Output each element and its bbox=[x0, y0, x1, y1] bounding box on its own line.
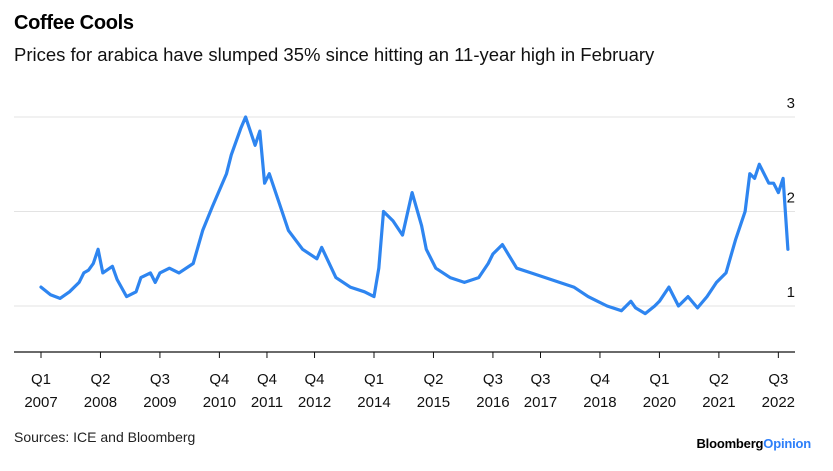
x-tick-year: 2009 bbox=[143, 394, 176, 411]
chart-subtitle: Prices for arabica have slumped 35% sinc… bbox=[14, 44, 655, 65]
x-tick-year: 2012 bbox=[298, 394, 331, 411]
x-tick-quarter: Q3 bbox=[150, 371, 170, 388]
x-tick-year: 2015 bbox=[417, 394, 450, 411]
brand-suffix: Opinion bbox=[763, 436, 811, 451]
line-chart: 1 2 3 Q1 2007 Q2 2008 Q3 2009 Q4 2010 Q4 2011 Q4 2012 Q… bbox=[14, 95, 795, 411]
x-tick-year: 2011 bbox=[251, 394, 283, 411]
x-tick-quarter: Q1 bbox=[31, 371, 51, 388]
x-tick-quarter: Q4 bbox=[257, 371, 277, 388]
y-tick-label: 3 bbox=[787, 95, 795, 112]
x-tick-year: 2017 bbox=[524, 394, 557, 411]
x-tick-year: 2018 bbox=[583, 394, 616, 411]
x-tick-year: 2010 bbox=[203, 394, 236, 411]
x-tick-year: 2014 bbox=[357, 394, 390, 411]
x-tick-year: 2007 bbox=[24, 394, 57, 411]
x-tick-quarter: Q3 bbox=[483, 371, 503, 388]
x-tick-year: 2016 bbox=[476, 394, 509, 411]
brand-name: Bloomberg bbox=[696, 436, 764, 451]
x-tick-quarter: Q2 bbox=[90, 371, 110, 388]
x-tick-quarter: Q1 bbox=[649, 371, 669, 388]
x-tick-year: 2022 bbox=[762, 394, 795, 411]
x-tick-quarter: Q4 bbox=[209, 371, 229, 388]
x-tick-year: 2008 bbox=[84, 394, 117, 411]
x-tick-year: 2021 bbox=[702, 394, 735, 411]
x-tick-quarter: Q3 bbox=[530, 371, 550, 388]
x-tick-quarter: Q3 bbox=[768, 371, 788, 388]
x-tick-year: 2020 bbox=[643, 394, 676, 411]
y-tick-label: 2 bbox=[787, 190, 795, 207]
source-note: Sources: ICE and Bloomberg bbox=[14, 429, 196, 445]
x-tick-quarter: Q4 bbox=[590, 371, 610, 388]
price-line bbox=[39, 115, 790, 316]
brand-logo: BloombergOpinion bbox=[696, 436, 811, 451]
x-tick-quarter: Q4 bbox=[305, 371, 325, 388]
x-tick-quarter: Q1 bbox=[364, 371, 384, 388]
x-tick-quarter: Q2 bbox=[423, 371, 443, 388]
y-tick-label: 1 bbox=[787, 284, 795, 301]
x-tick-quarter: Q2 bbox=[709, 371, 729, 388]
chart-title: Coffee Cools bbox=[14, 12, 134, 34]
